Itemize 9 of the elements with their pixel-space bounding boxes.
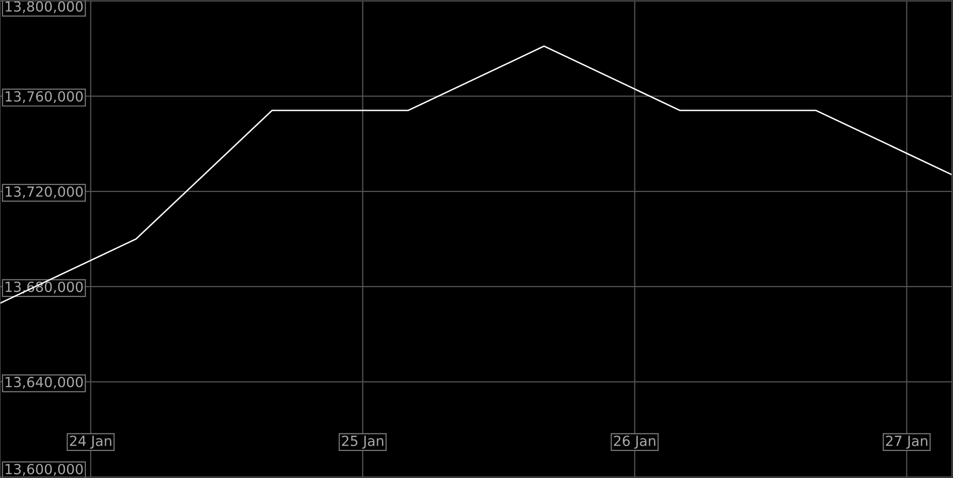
x-tick-label: 26 Jan <box>614 436 656 449</box>
y-tick-label: 13,760,000 <box>6 91 83 104</box>
x-tick-label: 24 Jan <box>70 436 112 449</box>
x-tick-label: 25 Jan <box>342 436 384 449</box>
y-tick-label: 13,720,000 <box>6 186 83 198</box>
y-tick-label: 13,600,000 <box>6 464 83 476</box>
x-tick-label: 27 Jan <box>886 436 928 449</box>
y-tick-label: 13,640,000 <box>6 376 83 389</box>
y-tick-label: 13,800,000 <box>6 1 83 14</box>
